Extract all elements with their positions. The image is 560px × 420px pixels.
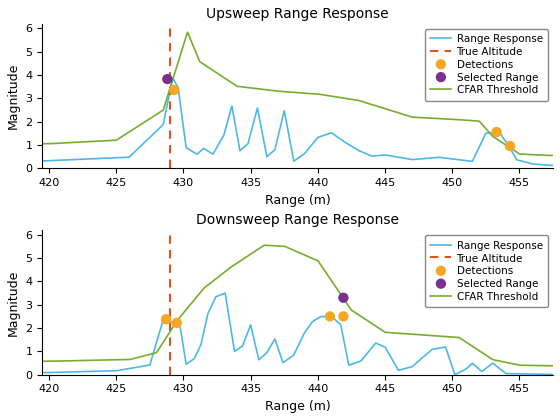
CFAR Threshold	[261, 243, 268, 248]
Range Response	[256, 357, 263, 362]
Range Response	[546, 163, 553, 168]
Range Response	[32, 370, 39, 375]
Range Response	[557, 372, 560, 377]
Range Response	[547, 372, 553, 377]
Detections	[325, 313, 334, 320]
True Altitude	[167, 349, 174, 354]
Range Response	[222, 291, 228, 296]
CFAR Threshold	[32, 359, 39, 364]
CFAR Threshold	[184, 30, 191, 35]
Line: Range Response: Range Response	[36, 78, 560, 166]
Detections	[506, 143, 515, 150]
Legend: Range Response, True Altitude, Detections, Selected Range, CFAR Threshold: Range Response, True Altitude, Detection…	[425, 235, 548, 307]
True Altitude	[167, 372, 174, 377]
CFAR Threshold	[32, 141, 39, 146]
X-axis label: Range (m): Range (m)	[265, 194, 330, 207]
CFAR Threshold	[92, 358, 99, 363]
CFAR Threshold	[547, 153, 553, 158]
Range Response	[256, 116, 263, 121]
Range Response	[490, 130, 497, 135]
Detections	[161, 316, 170, 323]
X-axis label: Range (m): Range (m)	[265, 400, 330, 413]
CFAR Threshold	[543, 153, 550, 158]
CFAR Threshold	[123, 357, 130, 362]
Range Response	[92, 369, 99, 374]
CFAR Threshold	[92, 139, 99, 144]
CFAR Threshold	[123, 131, 130, 136]
Title: Upsweep Range Response: Upsweep Range Response	[207, 7, 389, 21]
Range Response	[32, 159, 39, 164]
Y-axis label: Magnitude: Magnitude	[7, 63, 20, 129]
Range Response	[170, 76, 176, 81]
CFAR Threshold	[490, 357, 497, 362]
Line: CFAR Threshold: CFAR Threshold	[36, 245, 560, 366]
CFAR Threshold	[234, 84, 240, 89]
Line: CFAR Threshold: CFAR Threshold	[36, 32, 560, 155]
CFAR Threshold	[557, 153, 560, 158]
Range Response	[234, 131, 240, 136]
CFAR Threshold	[234, 261, 240, 266]
Detections	[172, 320, 181, 326]
Selected Range	[339, 294, 348, 301]
Line: Range Response: Range Response	[36, 293, 560, 375]
Legend: Range Response, True Altitude, Detections, Selected Range, CFAR Threshold: Range Response, True Altitude, Detection…	[425, 29, 548, 101]
True Altitude	[167, 166, 174, 171]
CFAR Threshold	[546, 363, 553, 368]
Detections	[170, 87, 179, 93]
Range Response	[234, 347, 240, 352]
CFAR Threshold	[256, 246, 263, 251]
Range Response	[123, 155, 130, 160]
True Altitude	[167, 142, 174, 147]
Range Response	[557, 163, 560, 168]
Range Response	[490, 361, 497, 366]
CFAR Threshold	[490, 134, 497, 139]
Y-axis label: Magnitude: Magnitude	[7, 269, 20, 336]
Range Response	[452, 372, 459, 377]
CFAR Threshold	[557, 363, 560, 368]
Title: Downsweep Range Response: Downsweep Range Response	[196, 213, 399, 228]
CFAR Threshold	[256, 87, 263, 92]
Detections	[492, 129, 501, 135]
Selected Range	[163, 76, 172, 82]
Range Response	[92, 156, 99, 161]
Range Response	[123, 367, 130, 372]
Detections	[339, 313, 348, 320]
